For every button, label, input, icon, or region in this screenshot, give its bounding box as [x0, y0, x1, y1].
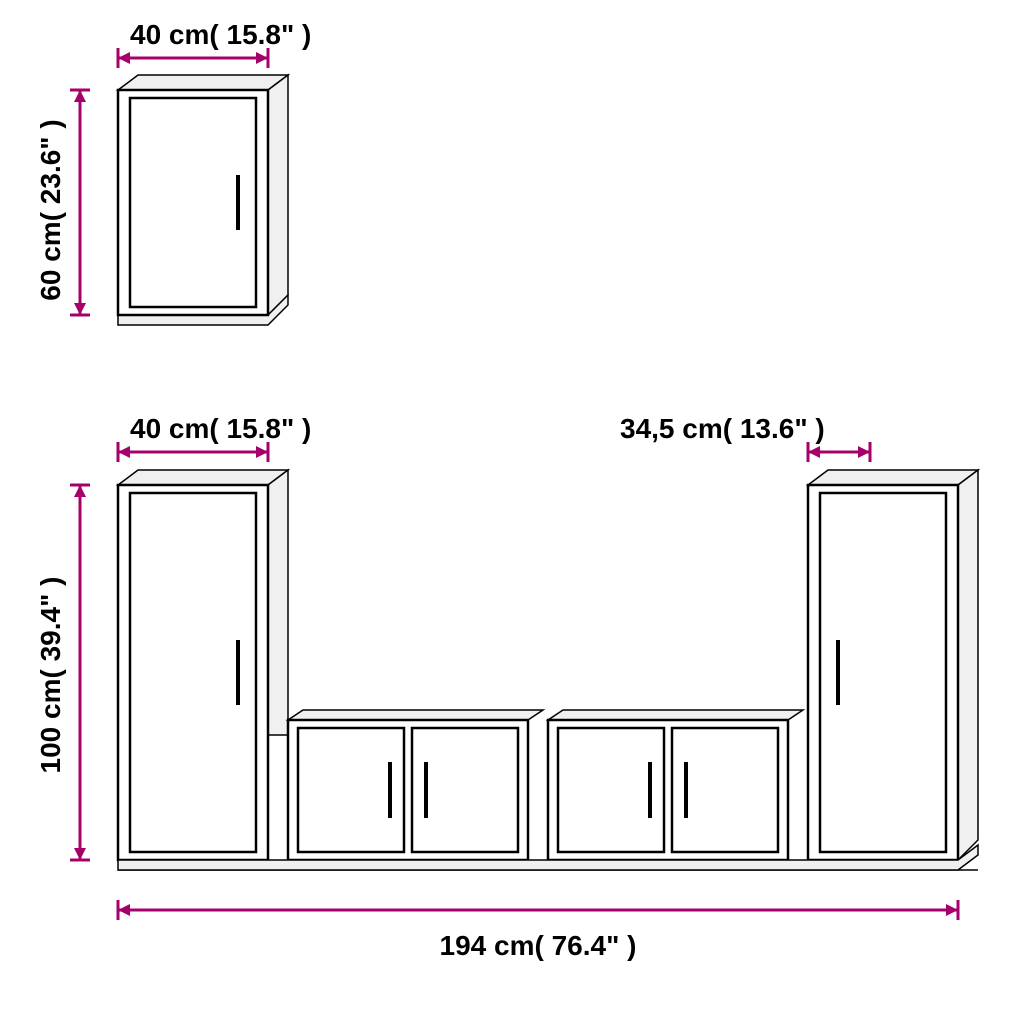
label-main-total-width: 194 cm( 76.4" )	[440, 930, 637, 961]
label-main-left-width: 40 cm( 15.8" )	[130, 413, 311, 444]
dimension-diagram: 40 cm( 15.8" ) 60 cm( 23.6" ) 40 cm( 15.…	[0, 0, 1024, 1024]
label-top-width: 40 cm( 15.8" )	[130, 19, 311, 50]
label-main-depth: 34,5 cm( 13.6" )	[620, 413, 825, 444]
top-cabinet-side-face	[268, 75, 288, 315]
label-top-height: 60 cm( 23.6" )	[35, 119, 66, 300]
top-cabinet-top-face	[118, 75, 288, 90]
label-main-height: 100 cm( 39.4" )	[35, 577, 66, 774]
